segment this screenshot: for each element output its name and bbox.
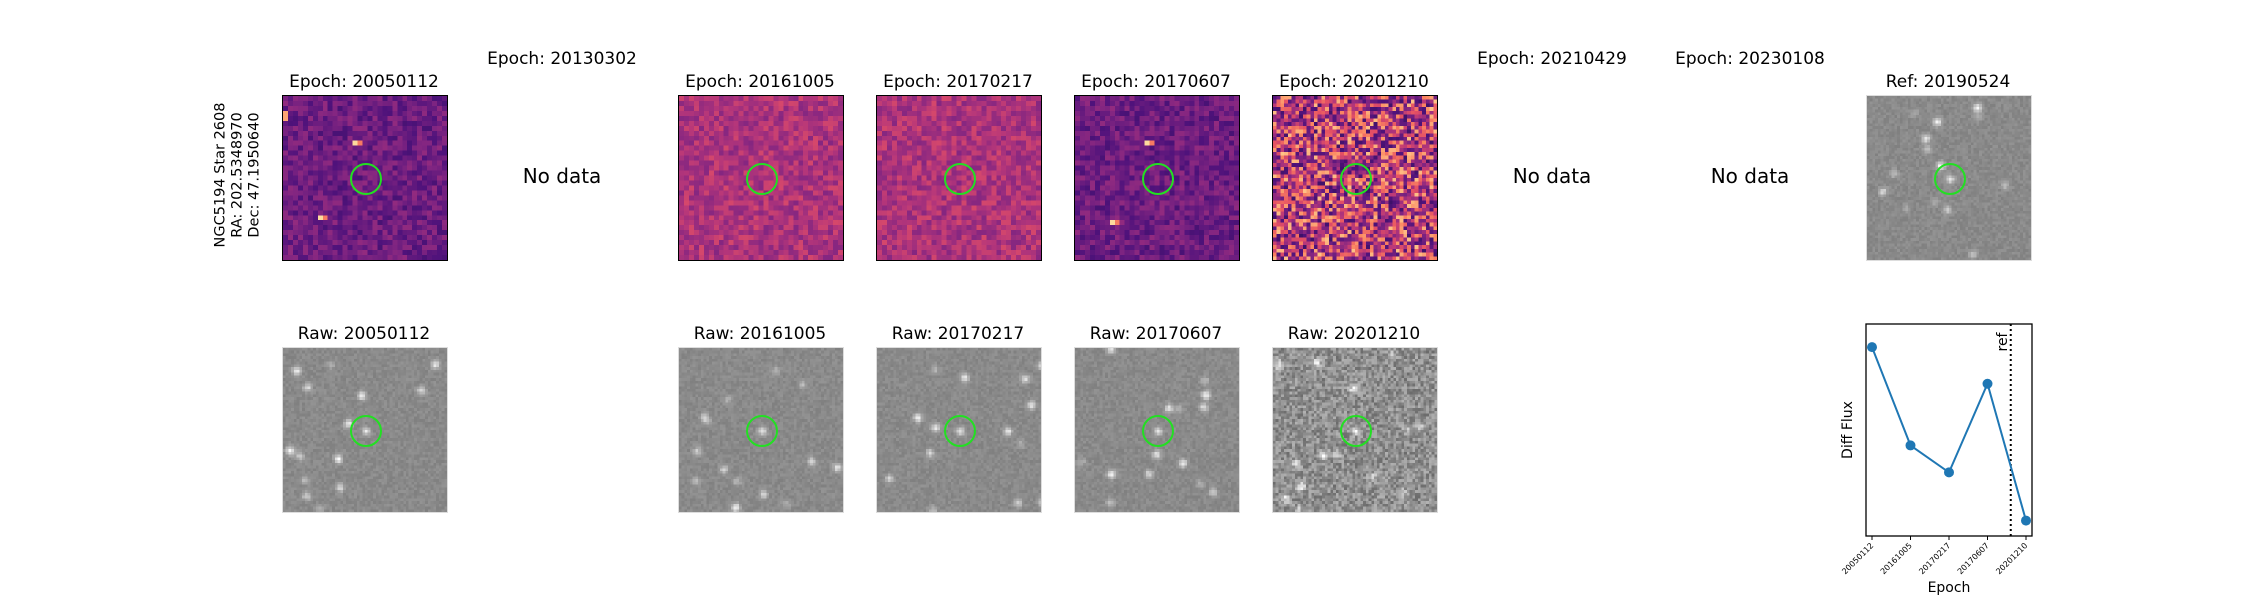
x-axis-label: Epoch bbox=[1928, 580, 1971, 596]
raw-panel-20201210 bbox=[1272, 347, 1438, 513]
no-data-label: No data bbox=[1710, 164, 1790, 188]
raw-panel-20161005 bbox=[678, 347, 844, 513]
epoch-title-20050112: Epoch: 20050112 bbox=[289, 72, 439, 92]
target-circle bbox=[1340, 415, 1372, 447]
data-point-20161005 bbox=[1905, 440, 1916, 451]
raw-title-20170607: Raw: 20170607 bbox=[1089, 324, 1223, 344]
y-axis-label: Diff Flux bbox=[1840, 401, 1856, 459]
epoch-title-20201210: Epoch: 20201210 bbox=[1279, 72, 1429, 92]
epoch-title-20210429: Epoch: 20210429 bbox=[1477, 49, 1627, 69]
target-circle bbox=[746, 163, 778, 195]
star-name: NGC5194 Star 2608 bbox=[212, 102, 229, 248]
target-circle bbox=[944, 415, 976, 447]
target-circle bbox=[350, 415, 382, 447]
diff-panel-20161005 bbox=[678, 95, 844, 261]
epoch-title-20161005: Epoch: 20161005 bbox=[685, 72, 835, 92]
diff-panel-20201210 bbox=[1272, 95, 1438, 261]
light-curve-svg: ref 20050112 20161005 20170217 20170607 20201… bbox=[1840, 323, 2033, 596]
target-circle bbox=[1340, 163, 1372, 195]
x-tick-label: 20050112 bbox=[1840, 541, 1875, 576]
diff-panel-20050112 bbox=[282, 95, 448, 261]
x-tick-label: 20161005 bbox=[1879, 541, 1914, 576]
ref-title: Ref: 20190524 bbox=[1885, 72, 2011, 92]
data-point-20050112 bbox=[1867, 342, 1877, 353]
epoch-title-20170217: Epoch: 20170217 bbox=[883, 72, 1033, 92]
no-data-label: No data bbox=[1512, 164, 1592, 188]
raw-panel-20170217 bbox=[876, 347, 1042, 513]
x-tick-label: 20170217 bbox=[1917, 541, 1952, 576]
star-ra: RA: 202.5348970 bbox=[229, 112, 246, 238]
star-dec: Dec: 47.1950640 bbox=[246, 112, 263, 238]
epoch-title-20130302: Epoch: 20130302 bbox=[487, 49, 637, 69]
target-circle bbox=[944, 163, 976, 195]
star-info-label: NGC5194 Star 2608 RA: 202.5348970 Dec: 4… bbox=[213, 103, 264, 248]
ref-panel bbox=[1866, 95, 2032, 261]
diff-panel-20170217 bbox=[876, 95, 1042, 261]
diff-panel-20170607 bbox=[1074, 95, 1240, 261]
raw-title-20170217: Raw: 20170217 bbox=[891, 324, 1025, 344]
target-circle bbox=[746, 415, 778, 447]
raw-panel-20050112 bbox=[282, 347, 448, 513]
epoch-title-20170607: Epoch: 20170607 bbox=[1081, 72, 1231, 92]
series-line bbox=[1871, 346, 2027, 521]
x-tick-label: 20170607 bbox=[1956, 541, 1991, 576]
axes-frame bbox=[1865, 323, 2033, 537]
ref-label: ref bbox=[1995, 331, 2011, 351]
target-circle bbox=[1142, 163, 1174, 195]
raw-title-20201210: Raw: 20201210 bbox=[1287, 324, 1421, 344]
light-curve-chart: ref 20050112 20161005 20170217 20170607 20201… bbox=[1840, 318, 2120, 600]
data-point-20170607 bbox=[1982, 378, 1993, 389]
raw-panel-20170607 bbox=[1074, 347, 1240, 513]
data-point-20201210 bbox=[2021, 515, 2031, 526]
target-circle bbox=[1934, 163, 1966, 195]
no-data-label: No data bbox=[522, 164, 602, 188]
data-point-20170217 bbox=[1944, 467, 1954, 478]
target-circle bbox=[1142, 415, 1174, 447]
x-tick-label: 20201210 bbox=[1994, 541, 2029, 576]
target-circle bbox=[350, 163, 382, 195]
raw-title-20050112: Raw: 20050112 bbox=[297, 324, 431, 344]
epoch-title-20230108: Epoch: 20230108 bbox=[1675, 49, 1825, 69]
raw-title-20161005: Raw: 20161005 bbox=[693, 324, 827, 344]
